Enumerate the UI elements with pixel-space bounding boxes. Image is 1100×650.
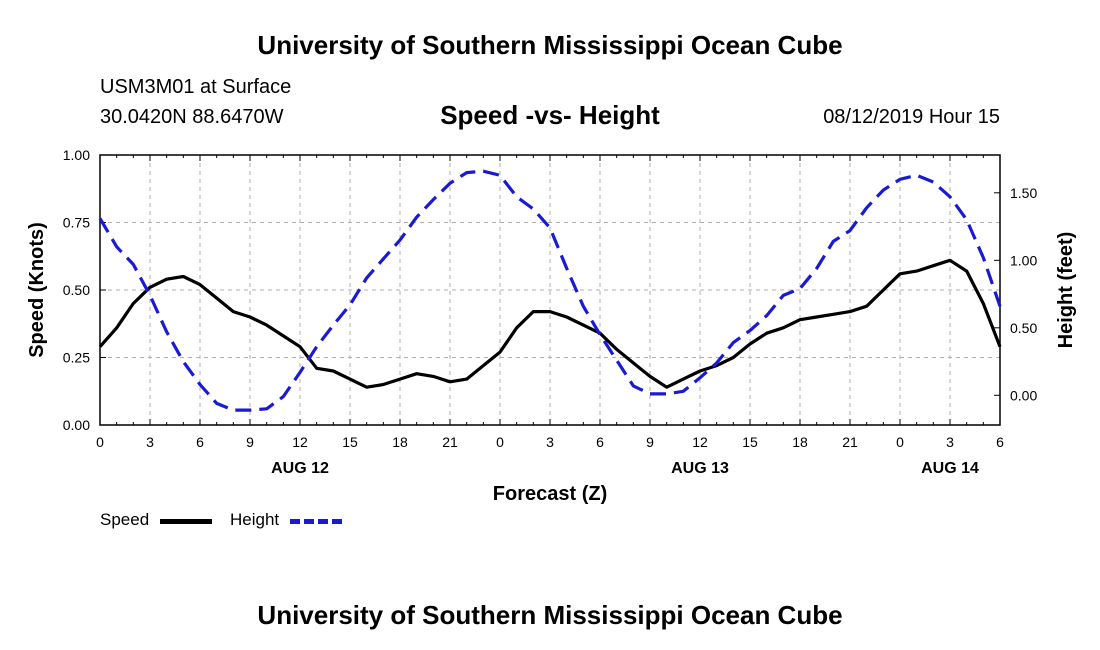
page-header-title: University of Southern Mississippi Ocean… bbox=[257, 30, 843, 60]
x-tick-label: 6 bbox=[596, 434, 604, 450]
x-axis: 0 3 6 9 12 15 18 21 0 3 6 9 12 15 18 21 0 3 6 AUG 12 AUG 13 A… bbox=[96, 155, 1004, 477]
chart-grid bbox=[100, 155, 1000, 425]
x-tick-label: 3 bbox=[546, 434, 554, 450]
y-tick-label: 1.00 bbox=[63, 147, 90, 163]
chart-title: Speed -vs- Height bbox=[440, 100, 660, 130]
x-tick-label: 21 bbox=[842, 434, 858, 450]
date-label: AUG 12 bbox=[271, 460, 329, 477]
x-tick-label: 6 bbox=[996, 434, 1004, 450]
x-tick-label: 3 bbox=[146, 434, 154, 450]
x-tick-label: 9 bbox=[646, 434, 654, 450]
x-tick-label: 18 bbox=[792, 434, 808, 450]
legend-speed-label: Speed bbox=[100, 510, 150, 529]
x-tick-label: 15 bbox=[342, 434, 358, 450]
date-label: AUG 13 bbox=[671, 460, 729, 477]
legend-speed-swatch bbox=[160, 519, 212, 524]
x-tick-label: 15 bbox=[742, 434, 758, 450]
legend-height-label: Height bbox=[230, 510, 280, 529]
y-tick-label: 0.25 bbox=[63, 350, 90, 366]
x-tick-label: 3 bbox=[946, 434, 954, 450]
x-tick-label: 18 bbox=[392, 434, 408, 450]
y-tick-label: 0.00 bbox=[63, 417, 90, 433]
y2-tick-label: 0.50 bbox=[1010, 320, 1037, 336]
station-label: USM3M01 at Surface bbox=[100, 76, 292, 98]
series-line-speed bbox=[98, 258, 1002, 389]
x-tick-label: 0 bbox=[496, 434, 504, 450]
x-tick-label: 0 bbox=[96, 434, 104, 450]
x-tick-label: 6 bbox=[196, 434, 204, 450]
x-tick-label: 9 bbox=[246, 434, 254, 450]
x-tick-label: 12 bbox=[292, 434, 308, 450]
forecast-datetime: 08/12/2019 Hour 15 bbox=[823, 106, 1000, 128]
page-footer-title: University of Southern Mississippi Ocean… bbox=[257, 600, 843, 630]
x-tick-label: 0 bbox=[896, 434, 904, 450]
y2-tick-label: 1.00 bbox=[1010, 252, 1037, 268]
series-layer bbox=[98, 169, 1002, 412]
y-axis-label-right: Height (feet) bbox=[1055, 232, 1077, 349]
x-axis-label: Forecast (Z) bbox=[493, 483, 607, 505]
y-axis-label-left: Speed (Knots) bbox=[26, 222, 48, 358]
x-tick-label: 12 bbox=[692, 434, 708, 450]
date-label: AUG 14 bbox=[921, 460, 979, 477]
legend-height-swatch bbox=[290, 519, 342, 524]
y-axis-left: 0.00 0.25 0.50 0.75 1.00 bbox=[63, 147, 106, 433]
station-coordinates: 30.0420N 88.6470W bbox=[100, 106, 284, 128]
y2-tick-label: 1.50 bbox=[1010, 185, 1037, 201]
y-axis-right: 0.00 0.50 1.00 1.50 bbox=[994, 185, 1037, 403]
y-tick-label: 0.75 bbox=[63, 215, 90, 231]
y2-tick-label: 0.00 bbox=[1010, 387, 1037, 403]
series-line-height bbox=[98, 169, 1002, 412]
x-tick-label: 21 bbox=[442, 434, 458, 450]
y-tick-label: 0.50 bbox=[63, 282, 90, 298]
